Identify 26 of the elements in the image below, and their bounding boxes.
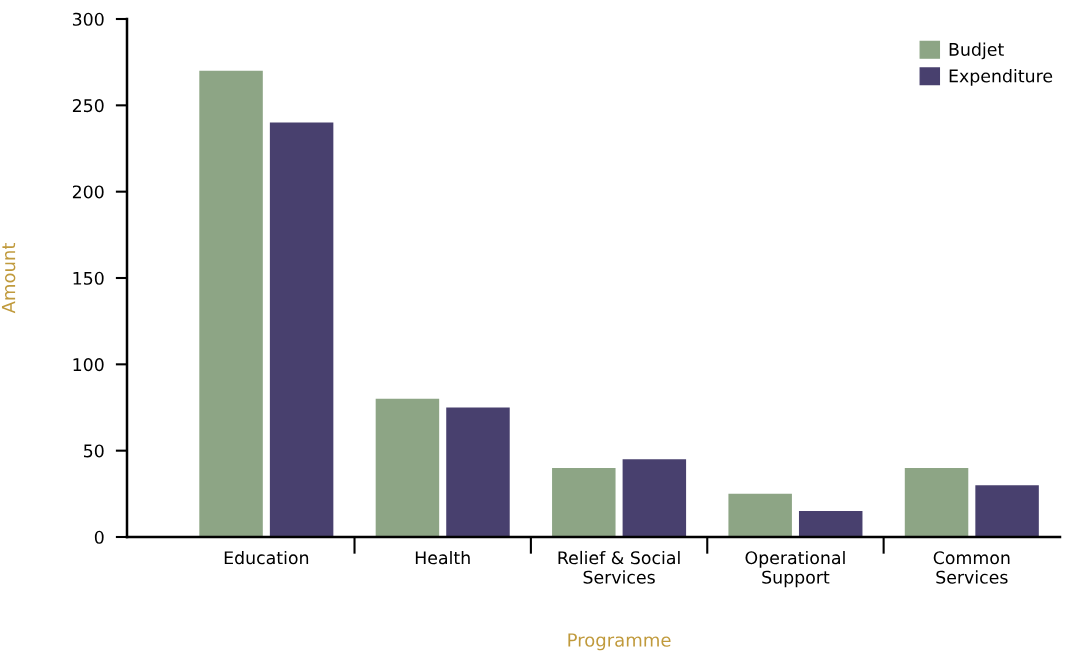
x-tick-label: Education bbox=[224, 550, 309, 565]
bar bbox=[199, 70, 263, 537]
x-tick-label: Health bbox=[415, 550, 470, 565]
bar bbox=[269, 122, 334, 537]
bar bbox=[375, 398, 440, 537]
bar bbox=[728, 493, 792, 537]
y-tick-label: 300 bbox=[72, 12, 104, 26]
x-tick-label: Common Services bbox=[933, 551, 1010, 584]
bar bbox=[552, 467, 616, 537]
bar bbox=[975, 485, 1039, 537]
legend-label: Budjet bbox=[949, 42, 1004, 60]
x-tick-label: Relief & Social Services bbox=[558, 550, 680, 584]
bar bbox=[622, 459, 687, 537]
x-axis-title: Programme bbox=[568, 633, 671, 651]
bar bbox=[798, 511, 863, 537]
legend-label: Expenditure bbox=[949, 69, 1053, 86]
y-tick-label: 0 bbox=[94, 530, 104, 544]
y-tick-label: 100 bbox=[73, 358, 104, 372]
bar bbox=[446, 407, 510, 537]
y-axis-title: Amount bbox=[1, 242, 16, 314]
y-tick-label: 250 bbox=[72, 99, 104, 113]
y-tick-label: 150 bbox=[73, 271, 104, 285]
y-tick-label: 200 bbox=[72, 185, 104, 199]
bar bbox=[904, 467, 969, 537]
x-tick-label: Operational Support bbox=[745, 550, 845, 588]
y-tick-label: 50 bbox=[84, 444, 104, 458]
